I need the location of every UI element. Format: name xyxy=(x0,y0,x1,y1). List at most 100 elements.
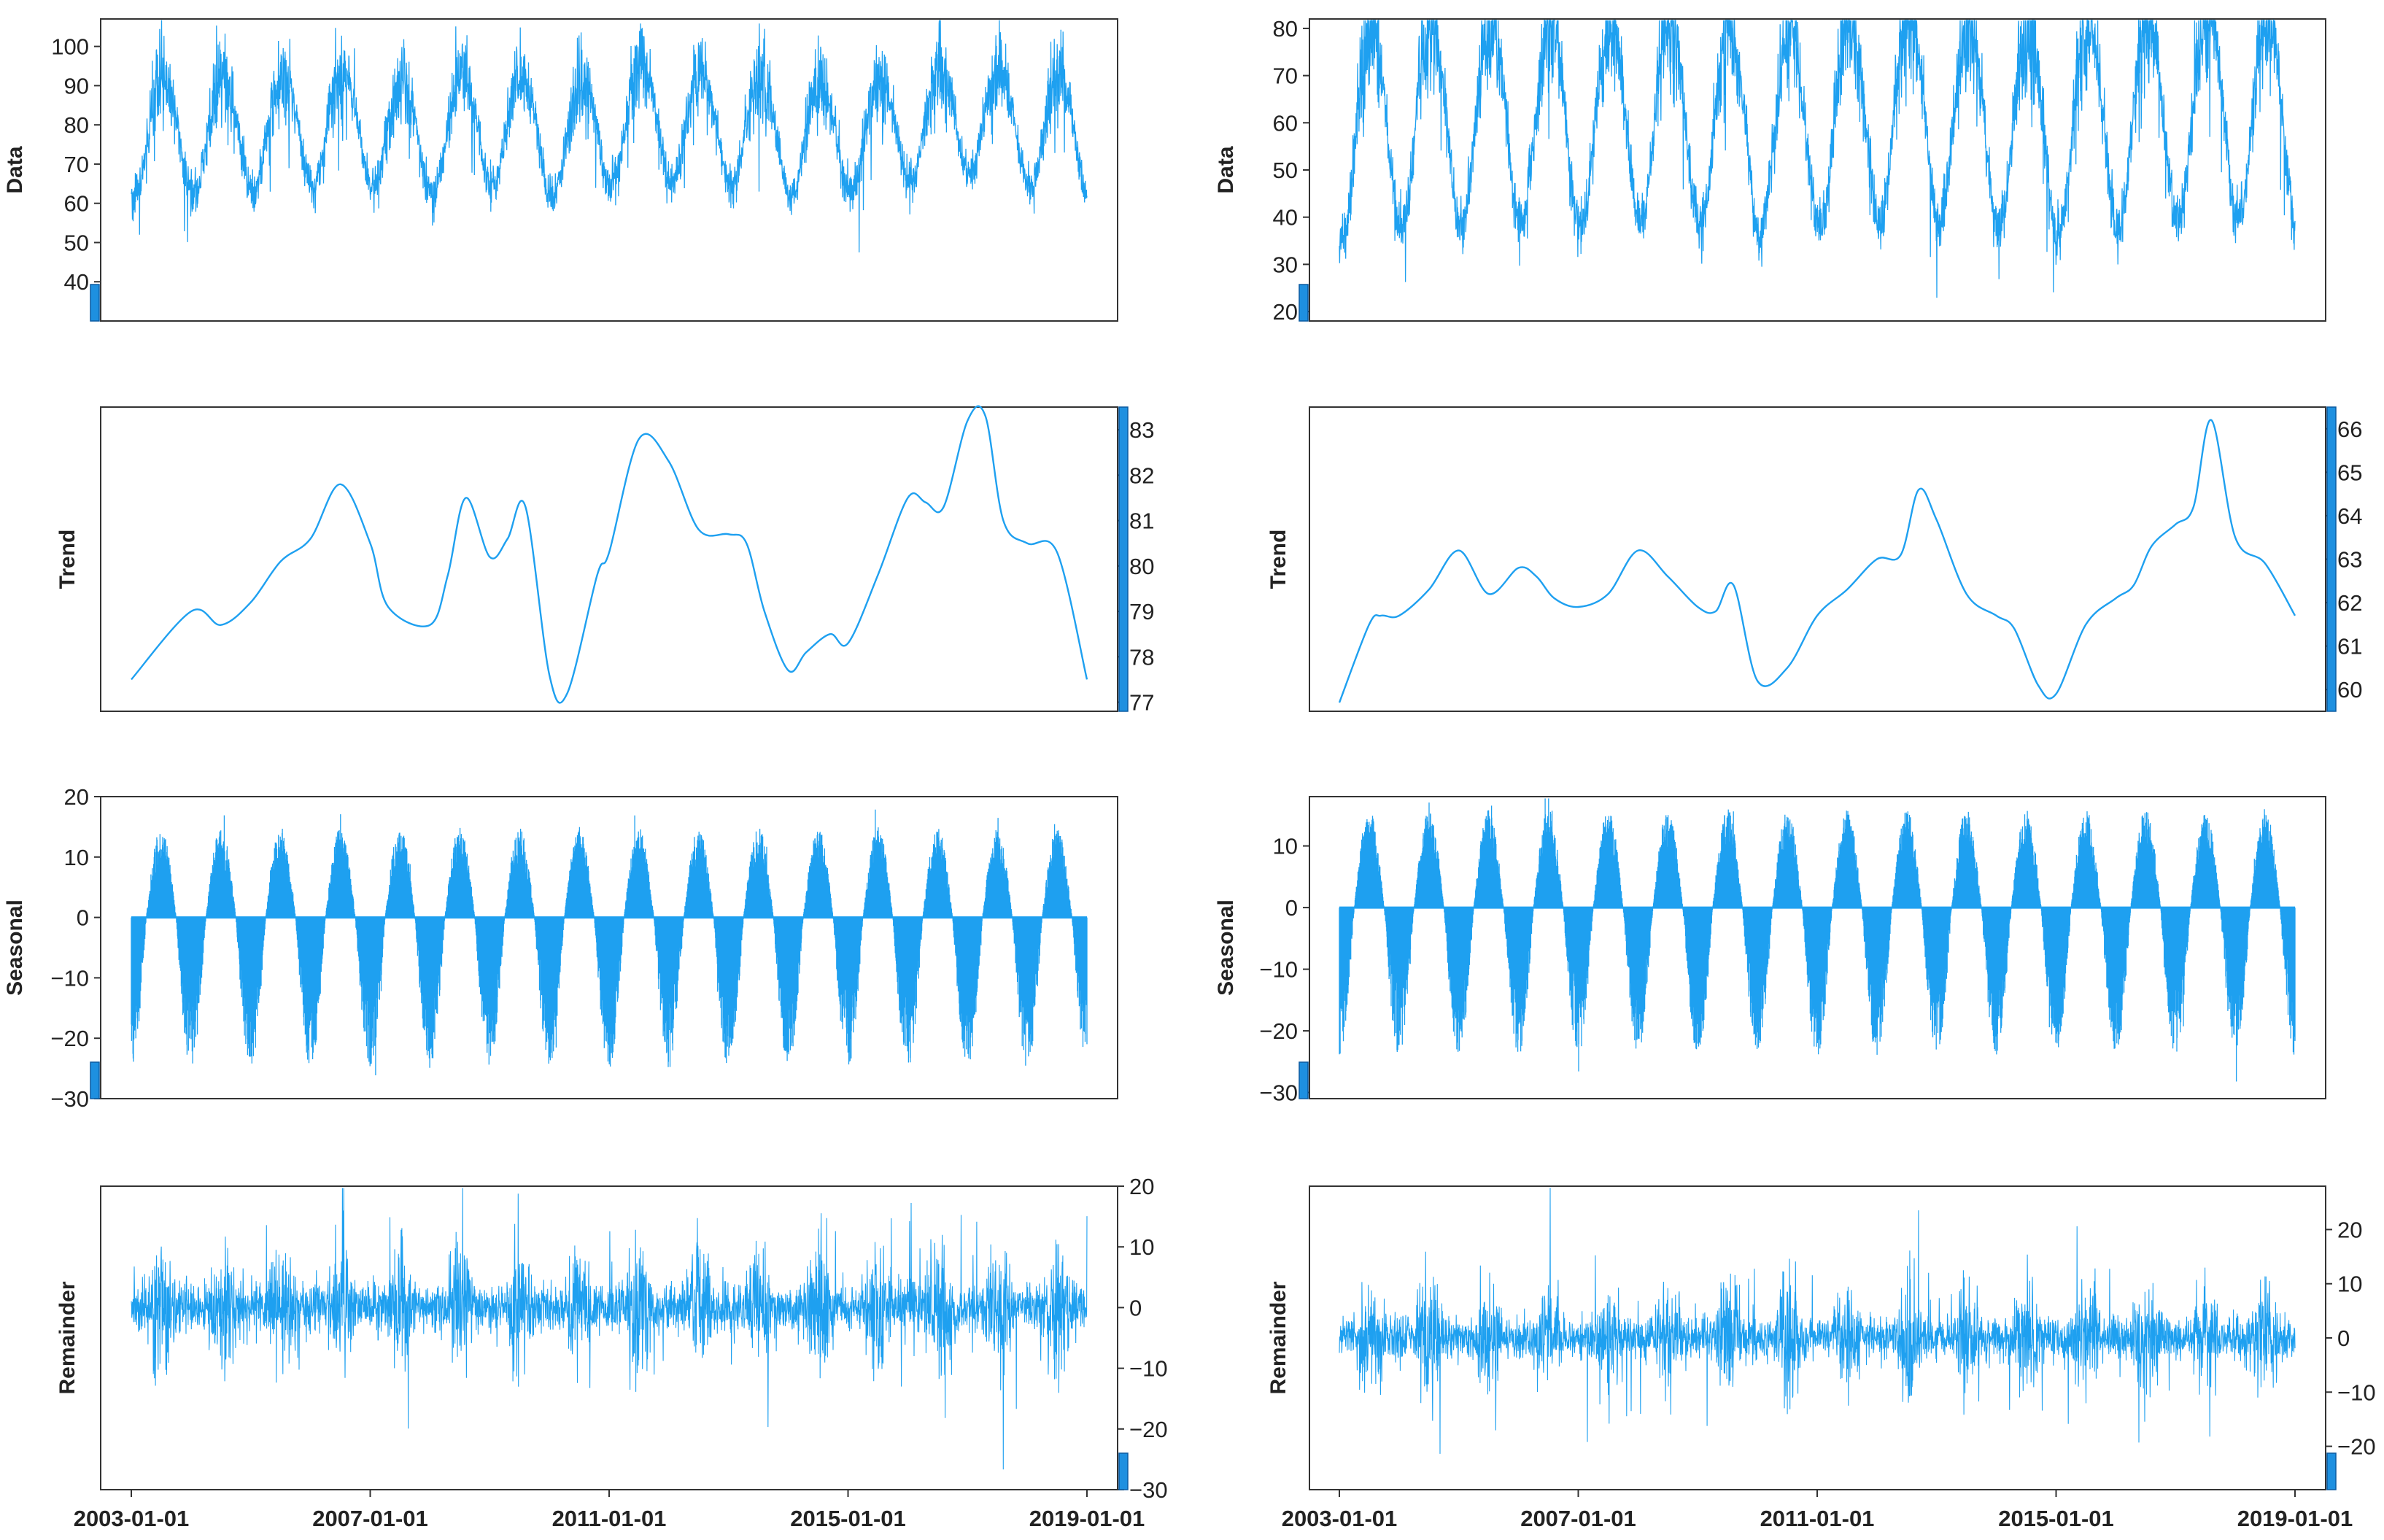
y-axis-title: Remainder xyxy=(55,1281,80,1394)
y-tick-label: −30 xyxy=(1129,1477,1168,1503)
right-seasonal-panel: −30 −20 −10 0 10 Seasonal xyxy=(1214,796,2326,1106)
scale-bar xyxy=(1299,284,1309,322)
y-tick-label: −20 xyxy=(1259,1018,1298,1044)
y-tick-label: 20 xyxy=(1129,1174,1154,1199)
panel-frame xyxy=(1309,796,2326,1099)
scale-bar xyxy=(1118,406,1129,712)
y-tick-label: −30 xyxy=(1259,1080,1298,1106)
scale-bar xyxy=(1118,1452,1129,1490)
x-tick-label: 2003-01-01 xyxy=(74,1506,190,1531)
y-tick-label: 30 xyxy=(1273,252,1298,277)
y-axis-title: Data xyxy=(3,146,27,193)
y-tick-label: 70 xyxy=(64,152,89,177)
y-tick-label: 20 xyxy=(1273,299,1298,325)
y-tick-label: −10 xyxy=(1129,1356,1168,1382)
data-line xyxy=(131,20,1088,253)
y-tick-label: 70 xyxy=(1273,63,1298,89)
y-tick-label: 0 xyxy=(1129,1295,1142,1320)
y-tick-label: 10 xyxy=(64,845,89,870)
y-tick-label: 82 xyxy=(1129,463,1154,488)
y-tick-label: 81 xyxy=(1129,508,1154,534)
right-trend-panel: 60 61 62 63 64 65 66 Trend xyxy=(1266,406,2362,712)
y-tick-label: 50 xyxy=(1273,158,1298,183)
y-tick-label: 65 xyxy=(2337,460,2362,485)
y-tick-label: 79 xyxy=(1129,599,1154,624)
y-tick-label: 100 xyxy=(51,34,89,60)
left-trend-panel: 77 78 79 80 81 82 83 Trend xyxy=(55,405,1154,716)
y-tick-label: 50 xyxy=(64,230,89,255)
x-tick-label: 2007-01-01 xyxy=(1520,1506,1636,1531)
y-tick-label: 83 xyxy=(1129,417,1154,443)
seasonal-bars xyxy=(1339,798,2296,1082)
y-tick-label: −30 xyxy=(50,1086,89,1112)
y-tick-label: −10 xyxy=(1259,957,1298,983)
data-line xyxy=(1339,19,2296,298)
x-tick-label: 2003-01-01 xyxy=(1282,1506,1398,1531)
x-tick-label: 2019-01-01 xyxy=(2237,1506,2353,1531)
scale-bar xyxy=(2326,406,2337,712)
y-tick-label: 40 xyxy=(64,269,89,295)
y-tick-label: 40 xyxy=(1273,205,1298,231)
y-tick-label: 78 xyxy=(1129,644,1154,670)
y-tick-label: −20 xyxy=(2337,1434,2376,1460)
y-tick-label: 0 xyxy=(1285,895,1298,921)
y-tick-label: 10 xyxy=(1273,834,1298,859)
panel-frame xyxy=(100,1185,1118,1490)
left-remainder-panel: −30 −20 −10 0 10 20 Remainder xyxy=(55,1174,1168,1503)
y-tick-label: 90 xyxy=(64,73,89,98)
y-tick-label: 20 xyxy=(64,784,89,810)
x-tick-label: 2011-01-01 xyxy=(1760,1506,1875,1531)
y-tick-label: −20 xyxy=(1129,1417,1168,1442)
scale-bar xyxy=(2326,1452,2337,1490)
y-tick-label: 0 xyxy=(77,905,89,931)
y-tick-label: 10 xyxy=(2337,1272,2362,1297)
scale-bar xyxy=(90,284,100,322)
y-tick-label: 80 xyxy=(1129,554,1154,579)
y-tick-label: 0 xyxy=(2337,1326,2350,1351)
y-tick-label: −20 xyxy=(50,1026,89,1051)
panel-frame xyxy=(100,18,1118,322)
y-tick-label: 66 xyxy=(2337,417,2362,442)
panel-frame xyxy=(1309,406,2326,712)
x-tick-label: 2015-01-01 xyxy=(1998,1506,2114,1531)
panel-frame xyxy=(100,406,1118,712)
y-tick-label: 20 xyxy=(2337,1217,2362,1242)
y-axis-title: Data xyxy=(1214,146,1238,193)
panel-frame xyxy=(1309,18,2326,322)
scale-bar xyxy=(1299,1061,1309,1099)
y-tick-label: 77 xyxy=(1129,690,1154,716)
y-tick-label: 60 xyxy=(1273,110,1298,136)
panel-frame xyxy=(100,796,1118,1099)
y-axis-title: Trend xyxy=(55,530,80,589)
y-tick-label: 10 xyxy=(1129,1234,1154,1260)
y-tick-label: 80 xyxy=(1273,16,1298,42)
seasonal-bars xyxy=(131,809,1088,1075)
y-axis-title: Seasonal xyxy=(1214,899,1238,996)
panels-group: 405060708090100Data77787980818283Trend−3… xyxy=(3,16,2376,1503)
x-tick-label: 2015-01-01 xyxy=(790,1506,906,1531)
y-axis-title: Trend xyxy=(1266,530,1290,589)
date-axes-group: 2003-01-01 2007-01-01 2011-01-01 2015-01-01… xyxy=(74,1490,2353,1531)
right-remainder-panel: −20 −10 0 10 20 Remainder xyxy=(1266,1185,2376,1490)
left-seasonal-panel: −30 −20 −10 0 10 20 Seasonal xyxy=(3,784,1118,1112)
y-tick-label: 62 xyxy=(2337,590,2362,616)
scale-bar xyxy=(90,1061,100,1099)
x-tick-label: 2011-01-01 xyxy=(552,1506,667,1531)
y-tick-label: −10 xyxy=(50,965,89,991)
remainder-line xyxy=(1339,1188,2296,1454)
y-axis-title: Remainder xyxy=(1266,1281,1290,1394)
y-tick-label: 61 xyxy=(2337,634,2362,659)
y-tick-label: 60 xyxy=(64,191,89,217)
y-tick-label: 80 xyxy=(64,112,89,138)
y-axis-title: Seasonal xyxy=(3,899,27,996)
trend-line xyxy=(1338,419,2296,703)
left-data-panel: 40 50 60 70 80 90 100 Data xyxy=(3,18,1118,322)
x-tick-label: 2019-01-01 xyxy=(1029,1506,1145,1531)
y-tick-label: −10 xyxy=(2337,1380,2376,1405)
right-data-panel: 20 30 40 50 60 70 80 Data xyxy=(1214,16,2326,325)
remainder-line xyxy=(131,1188,1088,1470)
y-tick-label: 63 xyxy=(2337,547,2362,573)
y-tick-label: 64 xyxy=(2337,503,2362,529)
y-tick-label: 60 xyxy=(2337,677,2362,703)
